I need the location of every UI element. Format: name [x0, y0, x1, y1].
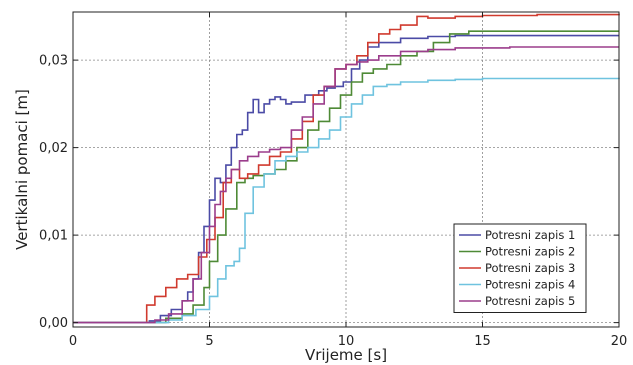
x-tick-label: 10 [338, 334, 355, 349]
legend: Potresni zapis 1 Potresni zapis 2 Potresni… [453, 223, 587, 313]
series-line-2 [73, 30, 619, 324]
x-tick-label: 20 [611, 334, 628, 349]
y-tick-label: 0,03 [39, 54, 68, 69]
legend-label-5: Potresni zapis 5 [485, 294, 575, 308]
legend-label-4: Potresni zapis 4 [485, 278, 575, 292]
series-line-5 [73, 46, 619, 324]
y-tick-label: 0,01 [39, 229, 68, 244]
x-tick-label: 5 [205, 334, 213, 349]
y-tick-label: 0,02 [39, 141, 68, 156]
x-tick-label: 15 [474, 334, 491, 349]
x-tick-label: 0 [69, 334, 77, 349]
series-line-4 [73, 77, 620, 324]
y-axis-label: Vertikalni pomaci [m] [13, 89, 31, 250]
axis-ticks: 0 5 10 15 20 0,00 0,01 0,02 0,03 [39, 12, 627, 349]
x-axis-label: Vrijeme [s] [305, 346, 387, 364]
legend-label-3: Potresni zapis 3 [485, 261, 575, 275]
y-tick-label: 0,00 [39, 316, 68, 331]
legend-label-2: Potresni zapis 2 [485, 245, 575, 259]
legend-label-1: Potresni zapis 1 [485, 228, 575, 242]
series-lines [73, 13, 620, 324]
